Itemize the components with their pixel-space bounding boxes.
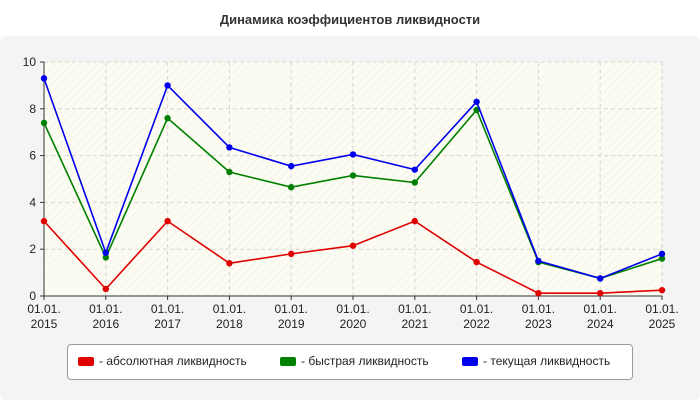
x-tick-label: 2018 — [216, 317, 243, 331]
data-point-absolute — [164, 217, 171, 225]
x-tick-label: 2022 — [463, 317, 490, 331]
data-point-quick — [288, 183, 295, 191]
x-tick-label: 01.01. — [213, 302, 246, 316]
data-point-current — [535, 257, 542, 265]
legend-item-absolute[interactable]: - абсолютная ликвидность — [78, 354, 247, 368]
y-tick-label: 2 — [29, 242, 36, 256]
x-tick-label: 01.01. — [584, 302, 617, 316]
data-point-current — [40, 75, 48, 82]
data-point-current — [102, 249, 110, 256]
legend-label-absolute: - абсолютная ликвидность — [99, 354, 247, 368]
x-tick-label: 2023 — [525, 317, 552, 331]
y-tick-label: 8 — [29, 102, 36, 116]
x-tick-label: 01.01. — [398, 302, 431, 316]
data-point-current — [411, 166, 418, 173]
data-point-current — [226, 144, 233, 151]
x-tick-label: 2021 — [401, 317, 428, 331]
x-tick-label: 01.01. — [151, 302, 184, 316]
data-point-quick — [226, 168, 233, 176]
data-point-absolute — [597, 289, 604, 297]
data-point-quick — [102, 254, 110, 261]
data-point-absolute — [226, 260, 233, 267]
data-point-current — [597, 275, 604, 282]
x-tick-label: 2020 — [340, 317, 367, 331]
legend-item-quick[interactable]: - быстрая ликвидность — [280, 354, 429, 368]
data-point-current — [164, 82, 171, 89]
data-point-current — [349, 151, 357, 158]
legend-label-current: - текущая ликвидность — [483, 354, 611, 368]
x-tick-label: 2017 — [154, 317, 181, 331]
data-point-quick — [473, 106, 480, 114]
legend: - абсолютная ликвидность - быстрая ликви… — [67, 344, 633, 380]
data-point-current — [473, 98, 480, 105]
y-tick-label: 0 — [29, 289, 36, 303]
legend-item-current[interactable]: - текущая ликвидность — [462, 354, 610, 368]
legend-swatch-current — [462, 356, 478, 366]
legend-swatch-quick — [280, 356, 296, 366]
y-tick-label: 4 — [29, 195, 36, 209]
data-point-absolute — [535, 289, 542, 297]
legend-label-quick: - быстрая ликвидность — [301, 354, 429, 368]
data-point-absolute — [102, 285, 110, 293]
chart-title: Динамика коэффициентов ликвидности — [219, 12, 481, 27]
data-point-absolute — [411, 217, 418, 225]
data-point-quick — [40, 119, 48, 127]
x-tick-label: 01.01. — [336, 302, 369, 316]
data-point-absolute — [473, 258, 480, 266]
y-tick-label: 6 — [29, 149, 36, 163]
x-tick-label: 01.01. — [645, 302, 678, 316]
x-tick-label: 2015 — [31, 317, 58, 331]
x-tick-label: 2016 — [92, 317, 119, 331]
data-point-quick — [164, 114, 171, 122]
data-point-quick — [349, 172, 357, 179]
x-tick-label: 2024 — [587, 317, 614, 331]
data-point-absolute — [349, 242, 357, 249]
x-tick-label: 01.01. — [275, 302, 308, 316]
data-point-current — [288, 162, 295, 170]
x-tick-label: 01.01. — [460, 302, 493, 316]
data-point-quick — [658, 255, 666, 262]
legend-swatch-absolute — [78, 356, 94, 366]
data-point-quick — [411, 179, 418, 186]
data-point-absolute — [40, 217, 48, 225]
x-tick-label: 01.01. — [89, 302, 122, 316]
data-point-absolute — [658, 286, 666, 294]
x-tick-label: 2025 — [649, 317, 676, 331]
data-point-current — [658, 250, 666, 258]
y-tick-label: 10 — [23, 55, 37, 69]
x-tick-label: 01.01. — [27, 302, 60, 316]
x-tick-label: 2019 — [278, 317, 305, 331]
x-tick-label: 01.01. — [522, 302, 555, 316]
data-point-absolute — [288, 250, 295, 258]
